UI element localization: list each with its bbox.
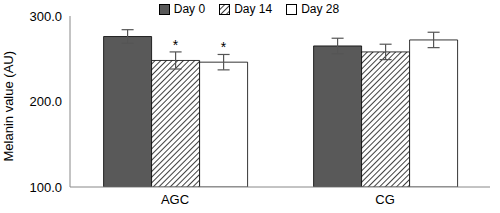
- html-text:Day 0: Day 0: [173, 2, 206, 16]
- html-text:Day 28: Day 28: [301, 2, 340, 16]
- svg-text:200.0: 200.0: [29, 94, 62, 109]
- svg-text:100.0: 100.0: [29, 180, 62, 195]
- svg-text:Melanin value (AU): Melanin value (AU): [1, 51, 16, 162]
- html-text:Day 14: Day 14: [234, 2, 273, 16]
- svg-text:CG: CG: [375, 192, 395, 207]
- svg-text:AGC: AGC: [161, 192, 189, 207]
- svg-text:300.0: 300.0: [29, 9, 62, 24]
- svg-text:*: *: [221, 39, 227, 55]
- svg-text:*: *: [173, 37, 179, 53]
